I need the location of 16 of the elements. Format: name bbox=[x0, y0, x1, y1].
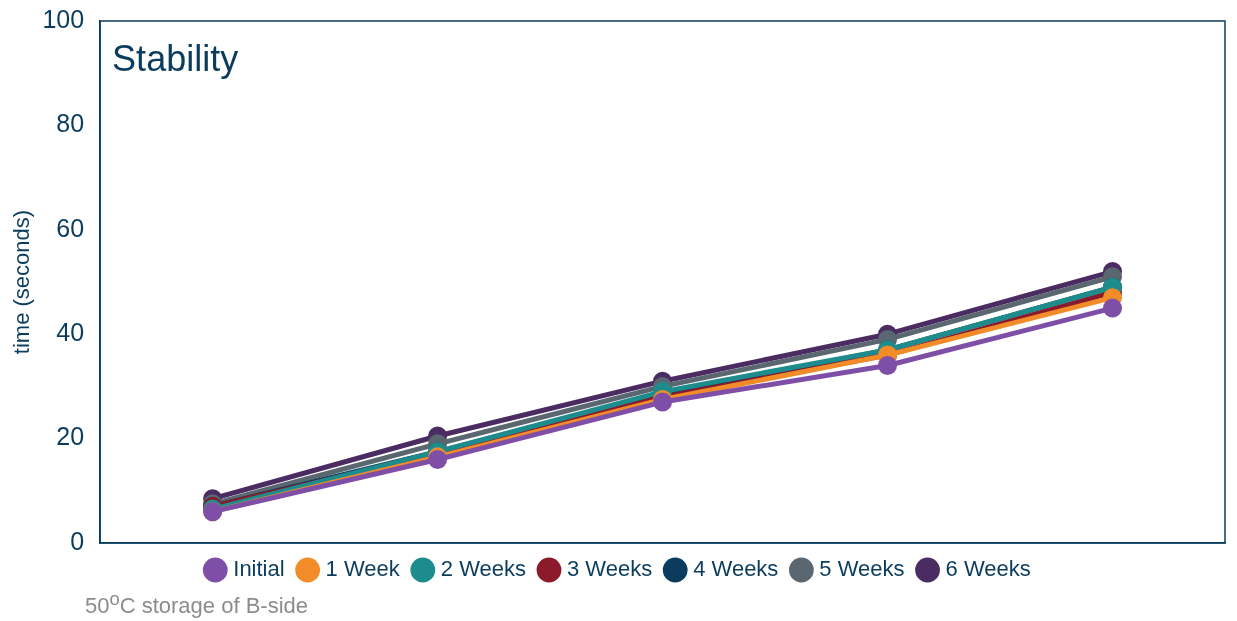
y-axis-title: time (seconds) bbox=[9, 209, 35, 355]
legend-label: 4 Weeks bbox=[693, 556, 779, 582]
legend-label: 6 Weeks bbox=[945, 556, 1031, 582]
text: 50$^{o}$C storage of B-side bbox=[85, 586, 308, 619]
legend-label: 2 Weeks bbox=[440, 556, 526, 582]
y-tick-label: 20 bbox=[56, 422, 85, 451]
y-tick-label: 100 bbox=[42, 4, 85, 33]
y-tick-label: 40 bbox=[56, 318, 85, 347]
y-tick-label: 80 bbox=[56, 109, 85, 138]
legend-label: 5 Weeks bbox=[819, 556, 905, 582]
text: Stability bbox=[112, 37, 239, 79]
legend-label: 3 Weeks bbox=[566, 556, 653, 582]
legend-label: 1 Week bbox=[325, 556, 401, 582]
y-tick-label: 0 bbox=[70, 526, 85, 555]
y-tick-label: 60 bbox=[56, 213, 85, 242]
legend-label: Initial bbox=[233, 556, 285, 582]
